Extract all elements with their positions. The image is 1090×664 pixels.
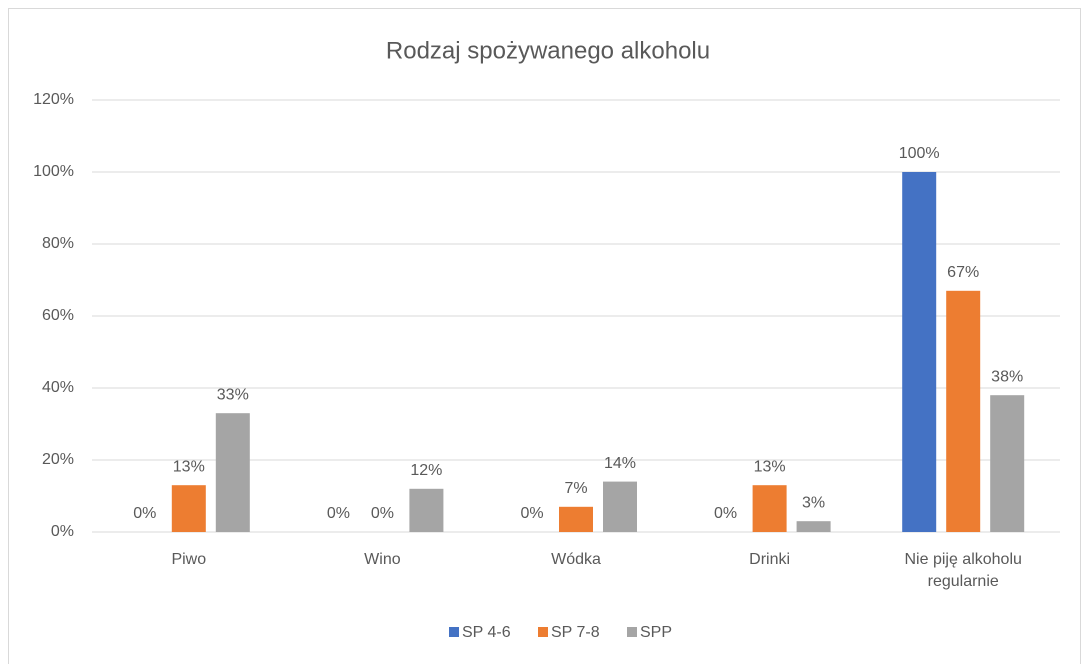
- legend-swatch: [627, 627, 637, 637]
- y-tick-label: 100%: [33, 163, 74, 180]
- legend-label: SPP: [640, 624, 672, 641]
- bar: [215, 413, 250, 532]
- chart-frame: [8, 8, 1081, 664]
- bar: [990, 395, 1025, 532]
- bar: [796, 521, 831, 532]
- y-tick-label: 120%: [33, 91, 74, 108]
- data-label: 33%: [217, 386, 249, 403]
- x-tick-label: Nie piję alkoholu regularnie: [904, 551, 1022, 590]
- data-label: 0%: [371, 505, 394, 522]
- data-label: 3%: [802, 494, 825, 511]
- chart-title: Rodzaj spożywanego alkoholu: [386, 37, 710, 64]
- bar: [603, 481, 637, 532]
- y-tick-label: 0%: [51, 523, 74, 540]
- data-label: 7%: [564, 480, 587, 497]
- bar: [559, 506, 593, 532]
- bar: [946, 290, 981, 532]
- data-label: 13%: [173, 458, 205, 475]
- data-label: 12%: [410, 462, 442, 479]
- bar: [902, 172, 937, 532]
- data-label: 0%: [327, 505, 350, 522]
- data-label: 14%: [604, 455, 636, 472]
- legend-label: SP 7-8: [551, 624, 600, 641]
- data-label: 100%: [899, 145, 940, 162]
- bar: [171, 485, 206, 532]
- y-tick-label: 80%: [42, 235, 74, 252]
- bar: [409, 488, 444, 532]
- data-label: 38%: [991, 368, 1023, 385]
- data-label: 67%: [947, 264, 979, 281]
- x-tick-label: Wino: [364, 551, 401, 568]
- y-tick-label: 60%: [42, 307, 74, 324]
- data-label: 13%: [754, 458, 786, 475]
- legend-label: SP 4-6: [462, 624, 511, 641]
- x-tick-label: Wódka: [551, 551, 601, 568]
- x-tick-label: Drinki: [749, 551, 791, 568]
- data-label: 0%: [133, 505, 156, 522]
- legend-swatch: [538, 627, 548, 637]
- data-label: 0%: [520, 505, 543, 522]
- bar: [752, 485, 787, 532]
- legend-swatch: [449, 627, 459, 637]
- data-label: 0%: [714, 505, 737, 522]
- y-tick-label: 40%: [42, 379, 74, 396]
- y-tick-label: 20%: [42, 451, 74, 468]
- x-tick-label: Piwo: [171, 551, 207, 568]
